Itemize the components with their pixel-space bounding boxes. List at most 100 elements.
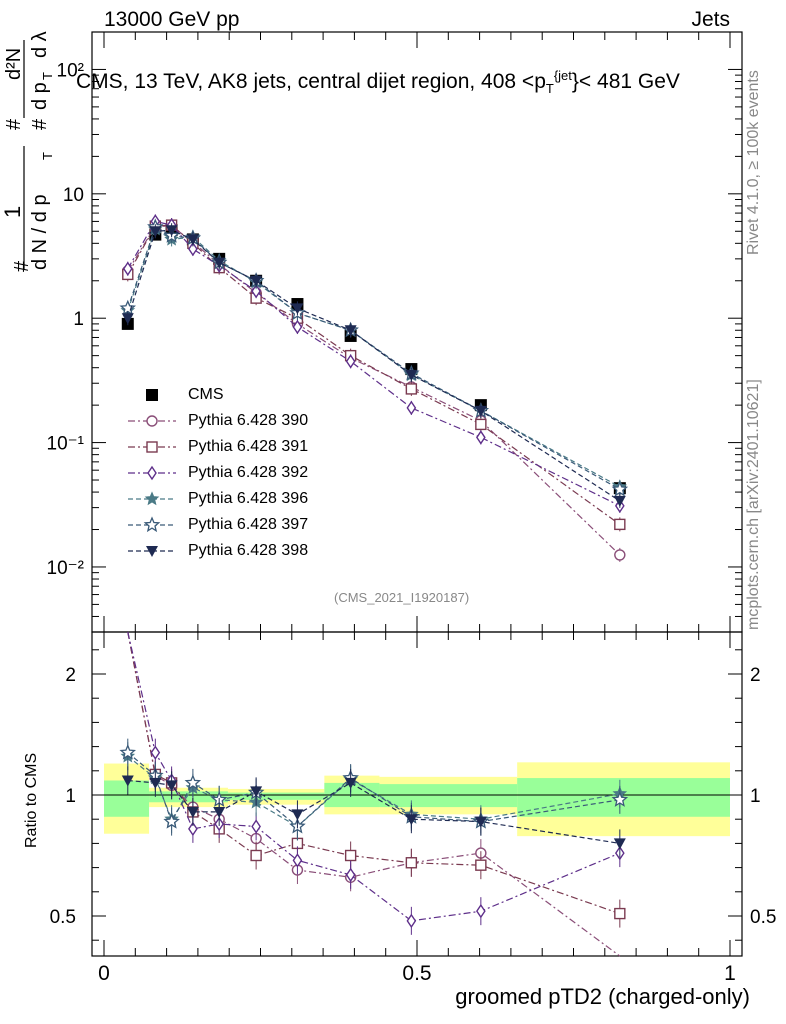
legend-marker-p396 (144, 491, 160, 506)
x-axis-label: groomed pTD2 (charged-only) (455, 984, 750, 1009)
header-energy-label: 13000 GeV pp (104, 8, 240, 31)
legend-label-p392: Pythia 6.428 392 (188, 464, 309, 481)
main-y-tick-label: 10² (57, 60, 84, 81)
legend-marker-cms (146, 389, 158, 401)
legend-marker-p391 (146, 441, 158, 453)
main-y-tick-label: 1 (73, 309, 84, 330)
point-ratio-p392 (150, 745, 161, 760)
legend-label-p397: Pythia 6.428 397 (188, 516, 309, 533)
point-main-p392 (188, 241, 198, 257)
main-y-tick-label: 10⁻² (47, 558, 85, 579)
legend-entry-p397: Pythia 6.428 397 (122, 514, 308, 536)
point-main-p398 (405, 369, 418, 381)
point-main-p398 (250, 275, 263, 287)
point-ratio-p398 (250, 786, 263, 798)
x-tick-label: 1 (724, 962, 736, 985)
point-main-p398 (613, 495, 626, 507)
analysis-watermark: (CMS_2021_I1920187) (334, 590, 470, 605)
point-main-p392 (406, 400, 417, 416)
point-main-p390 (614, 549, 626, 561)
ratio-y-tick-label: 2 (65, 665, 76, 686)
point-main-p391 (614, 518, 626, 531)
point-main-p398 (165, 225, 178, 237)
point-ratio-p391 (250, 849, 262, 862)
point-ratio-p392 (476, 903, 486, 919)
point-ratio-p397 (611, 791, 629, 807)
point-ratio-p397 (163, 812, 180, 829)
point-main-p397 (611, 480, 629, 497)
point-main-p392 (122, 261, 133, 276)
point-main-p391 (405, 383, 418, 395)
point-main-p392 (292, 319, 303, 335)
legend-entry-p392: Pythia 6.428 392 (122, 462, 308, 484)
plot-title-main: CMS, 13 TeV, AK8 jets, central dijet reg… (76, 70, 546, 93)
point-ratio-p392 (188, 821, 198, 837)
point-main-p398 (121, 313, 134, 325)
legend-entry-p398: Pythia 6.428 398 (122, 540, 308, 562)
y-axis-label-frac2-den-tail: d λ (29, 31, 51, 58)
x-tick-label: 0.5 (402, 962, 431, 985)
point-ratio-p398 (344, 777, 357, 789)
ratio-y-axis-label: Ratio to CMS (23, 752, 40, 848)
ratio-y-tick-label-right: 0.5 (750, 907, 776, 928)
rivet-version-label: Rivet 4.1.0, ≥ 100k events (745, 70, 762, 255)
plot-title-sup: {jet (553, 68, 572, 83)
point-ratio-p398 (186, 806, 199, 818)
ratio-y-tick-label: 0.5 (50, 907, 76, 928)
x-tick-label: 0 (98, 962, 110, 985)
point-ratio-p398 (213, 806, 226, 818)
point-ratio-p398 (405, 814, 418, 826)
point-ratio-p391 (614, 907, 626, 920)
legend-label-p396: Pythia 6.428 396 (188, 490, 309, 507)
point-main-p398 (213, 257, 226, 269)
legend-marker-p398 (146, 546, 158, 557)
plot-title: CMS, 13 TeV, AK8 jets, central dijet reg… (76, 68, 680, 96)
ratio-band-green (149, 791, 228, 803)
legend-marker-p390 (146, 415, 158, 427)
y-axis-label-frac2-num: d²N (3, 48, 25, 80)
point-ratio-p398 (149, 777, 162, 789)
point-main-p398 (291, 303, 304, 315)
legend-label-p398: Pythia 6.428 398 (188, 542, 309, 559)
ratio-y-tick-label-right: 2 (750, 665, 761, 686)
plot-title-tail: }< 481 GeV (571, 70, 680, 93)
ratio-y-tick-label-right: 1 (750, 786, 761, 807)
point-main-p392 (251, 283, 261, 299)
y-axis-label-hash-num: # (3, 118, 25, 130)
ratio-band-green (104, 780, 150, 817)
point-ratio-p392 (251, 819, 261, 834)
point-ratio-p398 (474, 816, 487, 828)
y-axis-label-hash: # (11, 260, 33, 272)
legend-entry-p396: Pythia 6.428 396 (122, 488, 308, 510)
series-line-main-p398 (127, 229, 621, 502)
header-jets-label: Jets (691, 8, 730, 31)
ratio-y-tick-label: 1 (65, 786, 76, 807)
legend-entry-cms: CMS (122, 384, 224, 406)
point-main-p398 (149, 226, 162, 238)
y-axis-label-frac1-den: d N / d p (29, 194, 51, 270)
legend-entry-p391: Pythia 6.428 391 (122, 436, 308, 458)
legend-marker-p397 (143, 516, 161, 533)
mcplots-label: mcplots.cern.ch [arXiv:2401.10621] (745, 379, 762, 630)
point-ratio-p391 (344, 849, 357, 862)
point-main-p392 (345, 354, 356, 369)
point-main-p398 (474, 405, 487, 417)
ratio-band-green (227, 792, 325, 800)
y-axis-label-frac1-num: 1 (0, 206, 25, 218)
point-main-p398 (344, 325, 357, 337)
point-ratio-p391 (475, 859, 487, 871)
point-main-p391 (475, 418, 487, 431)
y-axis-label-frac2-den: d p (29, 82, 51, 110)
legend-label-p390: Pythia 6.428 390 (188, 412, 309, 429)
series-line-main-p392 (127, 220, 621, 507)
point-ratio-p397 (184, 774, 202, 791)
point-ratio-p398 (613, 838, 626, 850)
legend-marker-p392 (147, 465, 157, 481)
point-ratio-p398 (165, 780, 178, 792)
y-axis-label-frac1-den-sub: T (40, 152, 55, 160)
legend-label-cms: CMS (188, 386, 224, 403)
legend-label-p391: Pythia 6.428 391 (188, 438, 309, 455)
point-ratio-p397 (119, 743, 136, 760)
ratio-band-green (379, 784, 518, 808)
